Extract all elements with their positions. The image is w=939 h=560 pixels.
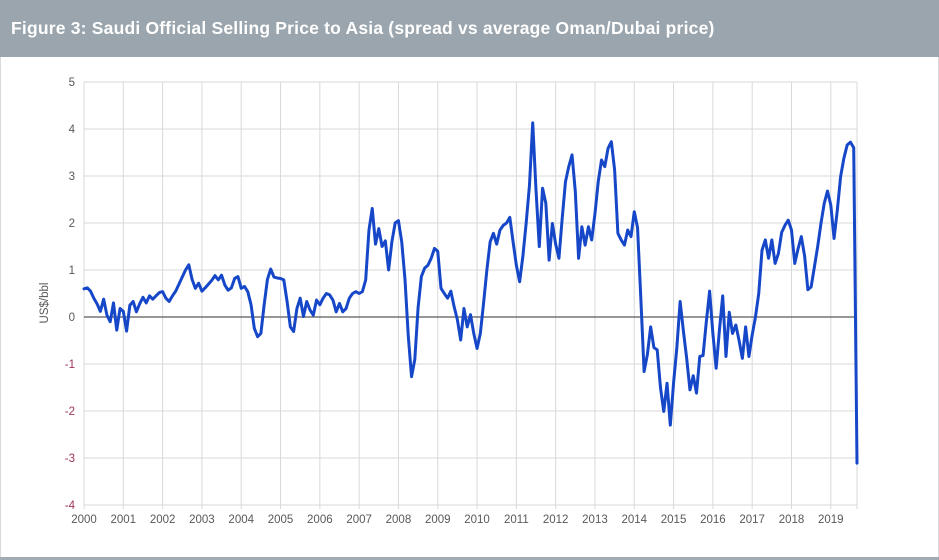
y-tick-label: 3 [69, 171, 75, 183]
x-tick-label: 2010 [464, 514, 490, 526]
x-tick-label: 2011 [504, 514, 529, 526]
y-tick-labels: 5 4 3 2 1 0 -1 -2 -3 -4 [65, 77, 76, 512]
x-tick-label: 2014 [621, 514, 647, 526]
x-tick-label: 2015 [661, 514, 687, 526]
figure-title-bar: Figure 3: Saudi Official Selling Price t… [0, 0, 939, 57]
spread-line [82, 121, 859, 465]
x-axis-ticks [83, 505, 858, 509]
y-tick-label: -1 [65, 359, 75, 371]
x-tick-label: 2009 [425, 514, 451, 526]
y-axis-title: US$/bbl [39, 283, 51, 324]
figure-bottom-border [0, 557, 939, 560]
y-tick-label: -4 [65, 500, 76, 512]
x-tick-label: 2002 [150, 514, 176, 526]
y-tick-label: 2 [69, 218, 75, 230]
y-tick-label: 4 [69, 124, 76, 136]
y-tick-label: -2 [65, 406, 75, 418]
x-tick-label: 2019 [818, 514, 844, 526]
x-tick-label: 2012 [543, 514, 569, 526]
y-tick-label: 0 [69, 312, 75, 324]
x-tick-label: 2017 [739, 514, 765, 526]
x-tick-label: 2013 [582, 514, 608, 526]
x-tick-label: 2018 [779, 514, 805, 526]
x-tick-label: 2005 [268, 514, 294, 526]
y-tick-label: 1 [69, 265, 75, 277]
y-gridlines [84, 81, 857, 506]
y-tick-label: 5 [69, 77, 75, 89]
x-tick-label: 2001 [111, 514, 137, 526]
x-tick-label: 2000 [71, 514, 97, 526]
y-tick-label: -3 [65, 453, 75, 465]
x-tick-label: 2003 [189, 514, 215, 526]
x-tick-label: 2008 [386, 514, 412, 526]
x-gridlines [83, 82, 858, 505]
x-tick-label: 2004 [228, 514, 254, 526]
x-tick-label: 2016 [700, 514, 726, 526]
x-tick-labels: 2000 2001 2002 2003 2004 2005 2006 2007 2008 2009… [71, 514, 843, 526]
figure-title: Figure 3: Saudi Official Selling Price t… [11, 18, 715, 38]
x-tick-label: 2007 [346, 514, 372, 526]
x-tick-label: 2006 [307, 514, 333, 526]
